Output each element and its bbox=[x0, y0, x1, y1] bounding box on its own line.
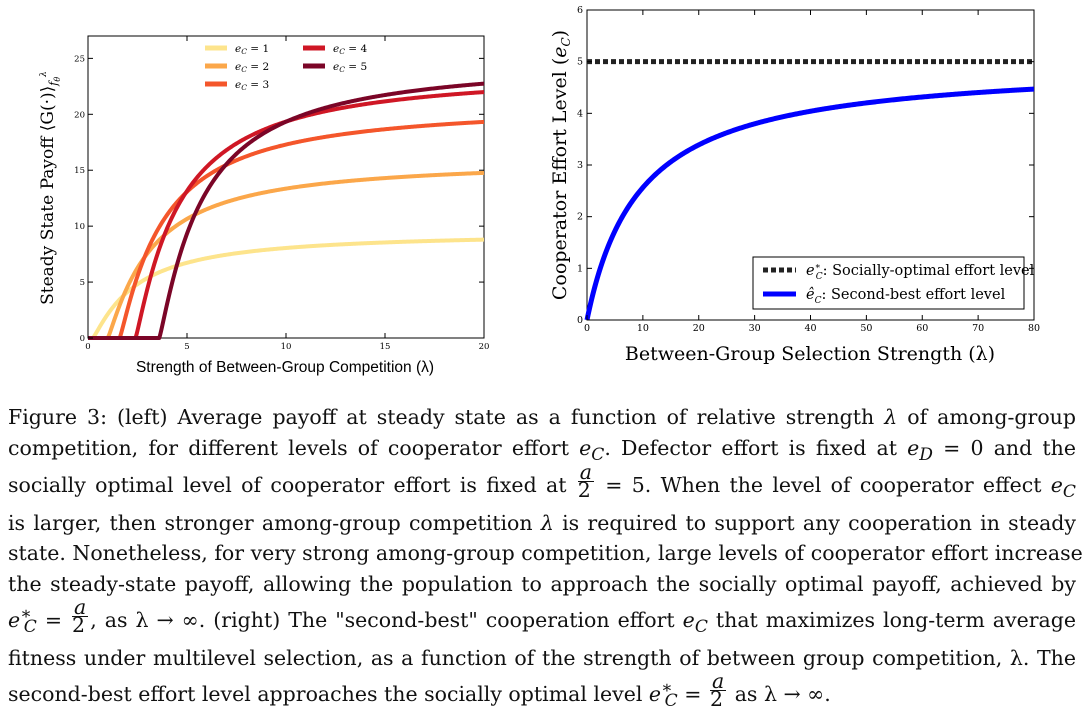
right-y-label-end: ) bbox=[549, 30, 571, 37]
right-x-tick-label: 10 bbox=[637, 323, 649, 334]
figure-caption: Figure 3: (left) Average payoff at stead… bbox=[8, 402, 1083, 717]
right-x-tick-label: 30 bbox=[749, 323, 761, 334]
caption-line-3: socially optimal level of cooperator eff… bbox=[8, 460, 1076, 503]
right-series-group bbox=[584, 59, 1035, 321]
left-series-line-ec1 bbox=[86, 237, 486, 340]
caption-line-9: second-best effort level approaches the … bbox=[8, 668, 831, 712]
right-y-axis-label: Cooperator Effort Level (eC) bbox=[549, 30, 573, 300]
left-series-line-ec2 bbox=[86, 170, 486, 340]
left-series-line-ec3 bbox=[86, 119, 486, 340]
left-y-axis-label: Steady State Payoff ⟨G(·)⟩fθλ bbox=[38, 71, 62, 305]
left-y-tick-label: 20 bbox=[74, 110, 85, 120]
left-legend-label-ec3: eC = 3 bbox=[235, 79, 269, 92]
right-x-tick-label: 70 bbox=[972, 323, 984, 334]
caption-line-5: state. Nonetheless, for very strong amon… bbox=[8, 541, 1083, 566]
right-x-tick-label: 0 bbox=[584, 323, 590, 334]
left-y-label-main: Steady State Payoff ⟨G(·)⟩ bbox=[38, 86, 58, 305]
left-legend-label-ec1: eC = 1 bbox=[235, 43, 269, 56]
left-y-label-sup: λ bbox=[39, 71, 49, 78]
caption-line-6: the steady-state payoff, allowing the po… bbox=[8, 571, 1076, 596]
right-legend-label-0: e∗ C: Socially-optimal effort level bbox=[806, 262, 1035, 282]
left-legend-label-ec5: eC = 5 bbox=[333, 61, 367, 74]
left-legend-label-ec4: eC = 4 bbox=[333, 43, 367, 56]
right-y-tick-label: 2 bbox=[577, 212, 583, 223]
caption-line-2: competition, for different levels of coo… bbox=[8, 435, 1076, 465]
caption-line-4: is larger, then stronger among-group com… bbox=[8, 510, 1076, 535]
right-chart: 0 10 20 30 40 50 60 70 80 0 1 2 3 4 5 6 e∗ C: Socially-o… bbox=[549, 5, 1040, 365]
right-legend-box bbox=[752, 256, 1025, 310]
left-legend: eC = 1 eC = 2 eC = 3 eC = 4 eC = 5 bbox=[205, 43, 367, 92]
right-x-tick-label: 40 bbox=[804, 323, 816, 334]
right-y-label-sub: C bbox=[559, 37, 573, 46]
left-x-axis-label: Strength of Between-Group Competition (λ… bbox=[136, 359, 434, 376]
left-y-tick-label: 15 bbox=[74, 166, 85, 176]
left-legend-label-ec2: eC = 2 bbox=[235, 61, 269, 74]
left-y-tick-label: 10 bbox=[74, 222, 85, 232]
right-legend-label-1: êC: Second-best effort level bbox=[806, 287, 1006, 306]
right-y-label-main: Cooperator Effort Level ( bbox=[549, 58, 571, 300]
right-series-second-best bbox=[584, 86, 1035, 321]
left-series-group bbox=[86, 81, 486, 340]
right-y-tick-label: 0 bbox=[577, 315, 583, 326]
right-x-tick-label: 50 bbox=[860, 323, 872, 334]
left-ticks: 0 5 10 15 20 0 5 10 15 20 25 bbox=[74, 36, 489, 352]
left-y-tick-label: 25 bbox=[74, 54, 85, 64]
left-series-line-ec5 bbox=[86, 81, 486, 340]
right-y-tick-label: 3 bbox=[577, 160, 583, 171]
left-y-tick-label: 0 bbox=[80, 334, 85, 344]
caption-line-8: fitness under multilevel selection, as a… bbox=[8, 645, 1076, 670]
right-legend: e∗ C: Socially-optimal effort level êC: Se… bbox=[752, 256, 1035, 310]
right-x-tick-label: 60 bbox=[916, 323, 928, 334]
left-x-tick-label: 15 bbox=[380, 342, 391, 352]
right-y-tick-label: 5 bbox=[577, 57, 583, 68]
caption-line-1: Figure 3: (left) Average payoff at stead… bbox=[8, 405, 1076, 429]
right-y-tick-label: 4 bbox=[577, 108, 583, 119]
right-x-tick-label: 20 bbox=[693, 323, 705, 334]
right-ticks: 0 10 20 30 40 50 60 70 80 0 1 2 3 4 5 6 bbox=[577, 5, 1040, 334]
left-x-tick-label: 0 bbox=[85, 342, 90, 352]
left-x-tick-label: 10 bbox=[281, 342, 292, 352]
right-y-tick-label: 1 bbox=[577, 263, 583, 274]
right-y-tick-label: 6 bbox=[577, 5, 583, 16]
left-y-tick-label: 5 bbox=[80, 278, 85, 288]
left-y-label-subsub: θ bbox=[53, 77, 62, 82]
left-x-tick-label: 20 bbox=[479, 342, 490, 352]
right-x-axis-label: Between-Group Selection Strength (λ) bbox=[625, 343, 995, 365]
left-x-tick-label: 5 bbox=[184, 342, 189, 352]
right-y-label-var: e bbox=[549, 46, 571, 57]
right-x-tick-label: 80 bbox=[1028, 323, 1040, 334]
left-y-label-sub: f bbox=[47, 80, 60, 87]
